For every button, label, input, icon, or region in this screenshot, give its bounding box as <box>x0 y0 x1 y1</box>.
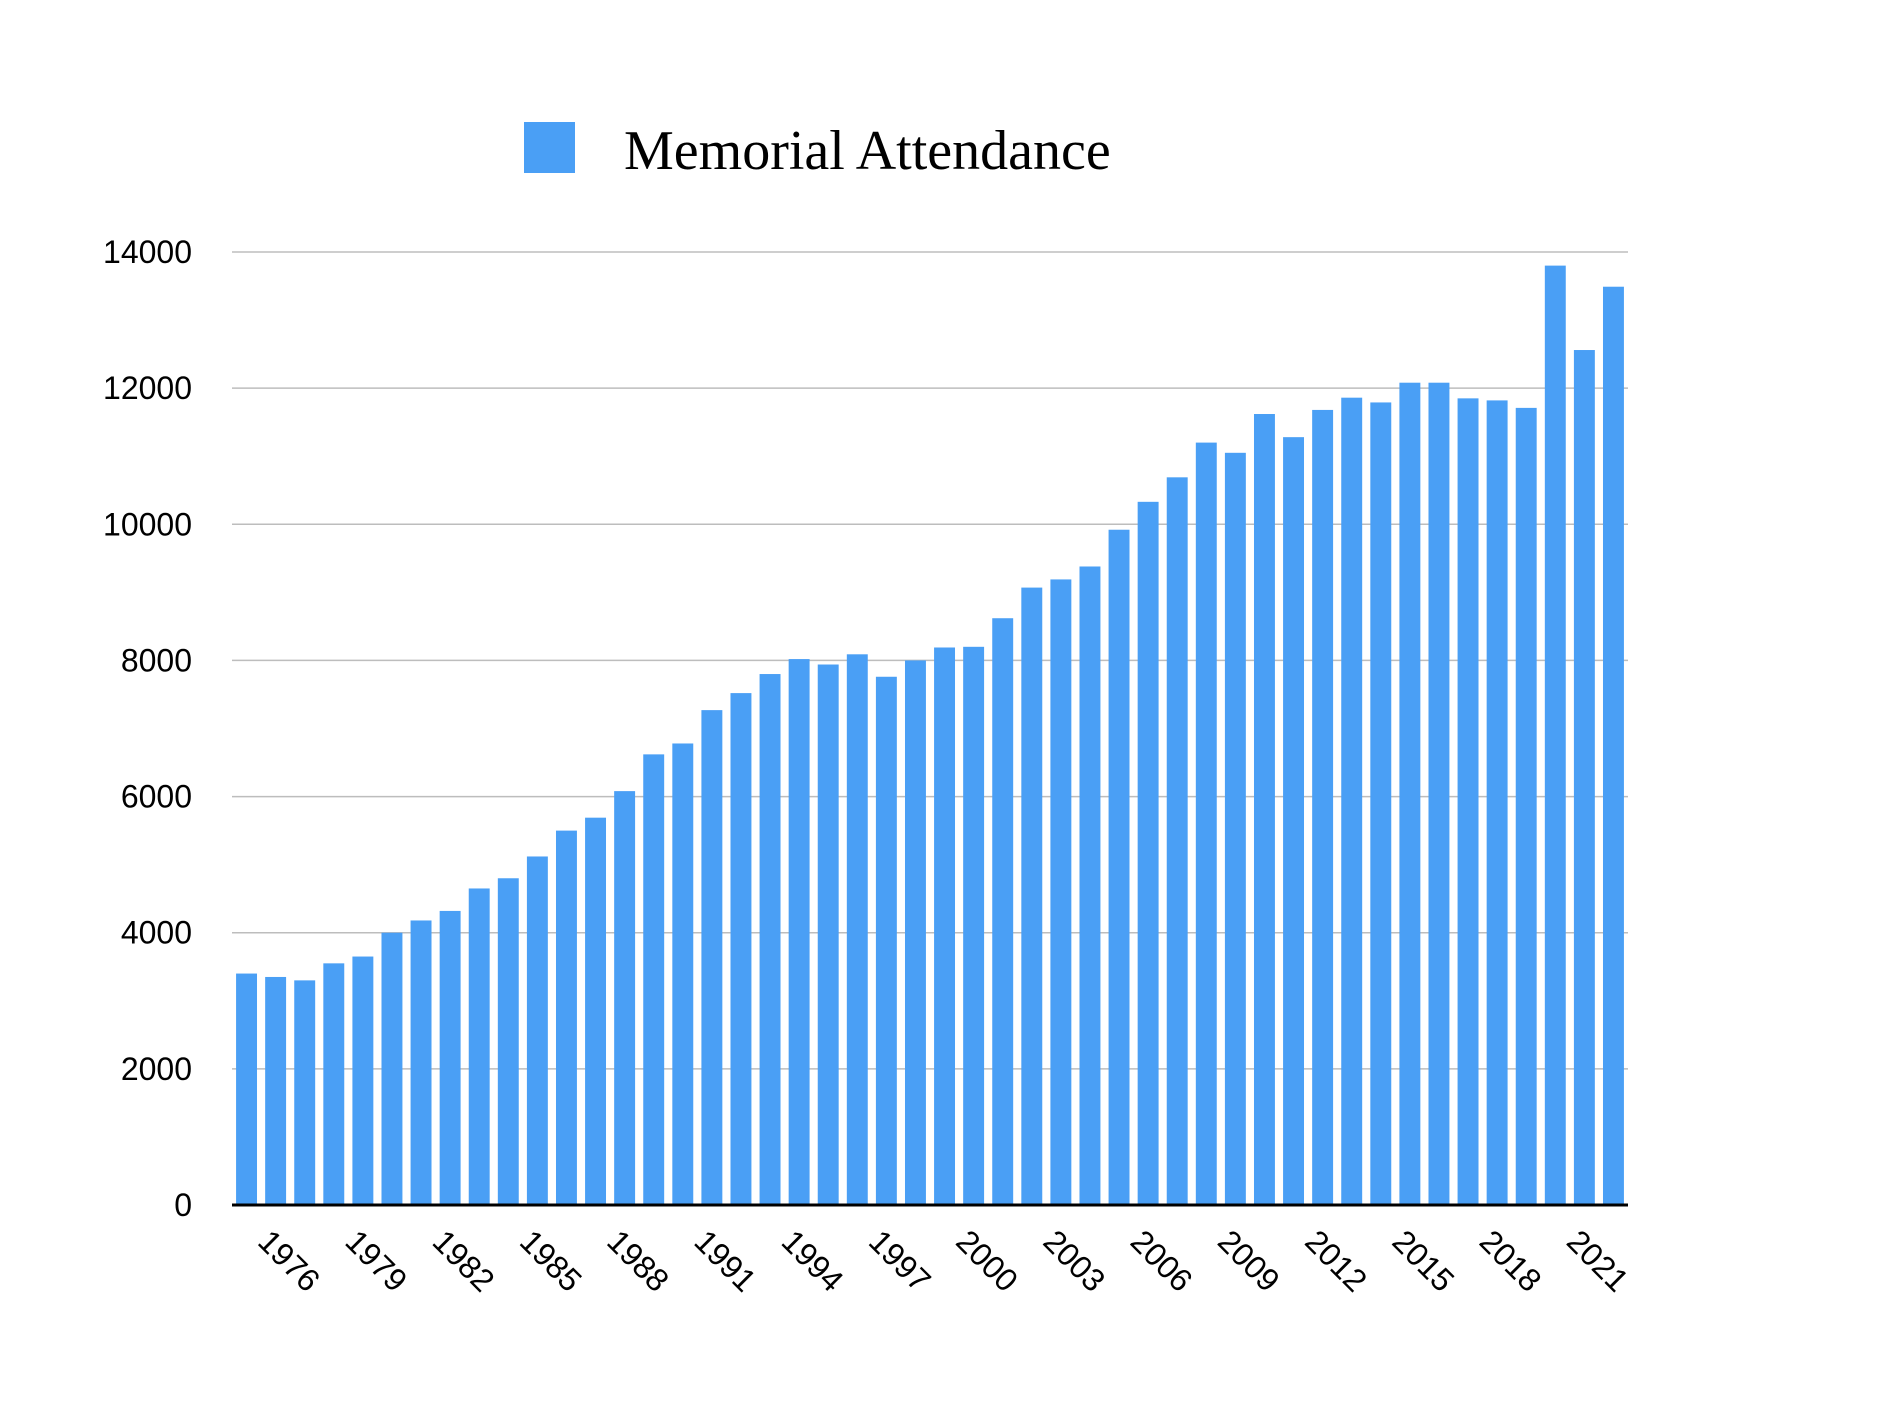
bar <box>1399 382 1421 1205</box>
bar <box>934 647 956 1205</box>
bar <box>352 956 374 1205</box>
bar <box>614 791 636 1205</box>
bar <box>875 676 897 1205</box>
x-tick-label: 1991 <box>688 1223 764 1299</box>
bar <box>526 856 548 1205</box>
bars <box>236 265 1624 1206</box>
bar <box>1021 587 1043 1205</box>
bar <box>410 920 432 1205</box>
bar <box>846 654 868 1205</box>
bar <box>1195 442 1217 1206</box>
bar <box>904 660 926 1205</box>
bar <box>585 817 607 1205</box>
bar <box>236 973 258 1205</box>
x-tick-label: 1997 <box>862 1223 938 1299</box>
y-tick-label: 10000 <box>103 506 192 542</box>
x-axis-tick-labels: 1976 1979 1982 1985 1988 1991 1994 1997 2000 2003… <box>251 1223 1636 1299</box>
bar <box>1253 414 1275 1205</box>
bar <box>701 710 723 1205</box>
bar <box>497 878 519 1205</box>
y-tick-label: 4000 <box>121 915 192 951</box>
bar <box>1079 566 1101 1205</box>
bar <box>1544 265 1566 1206</box>
y-tick-label: 2000 <box>121 1051 192 1087</box>
x-tick-label: 1976 <box>251 1223 327 1299</box>
x-tick-label: 2015 <box>1386 1223 1462 1299</box>
bar <box>730 693 752 1205</box>
bar <box>1370 402 1392 1205</box>
x-tick-label: 1985 <box>513 1223 589 1299</box>
x-tick-label: 2018 <box>1473 1223 1549 1299</box>
y-tick-label: 0 <box>174 1187 192 1223</box>
bar <box>323 963 345 1205</box>
bar <box>963 646 985 1205</box>
x-tick-label: 2003 <box>1037 1223 1113 1299</box>
x-tick-label: 2009 <box>1211 1223 1287 1299</box>
bar <box>439 910 461 1205</box>
bar <box>1573 350 1595 1206</box>
x-tick-label: 2021 <box>1560 1223 1636 1299</box>
bar <box>1224 452 1246 1206</box>
x-tick-label: 2012 <box>1298 1223 1374 1299</box>
x-tick-label: 2000 <box>949 1223 1025 1299</box>
bar <box>1486 400 1508 1205</box>
bar <box>1457 398 1479 1205</box>
bar <box>817 664 839 1205</box>
bar <box>788 659 810 1205</box>
x-tick-label: 1988 <box>600 1223 676 1299</box>
legend-label: Memorial Attendance <box>624 120 1111 182</box>
y-tick-label: 6000 <box>121 779 192 815</box>
bar <box>672 743 694 1205</box>
bar <box>1602 286 1624 1205</box>
legend-swatch <box>524 122 575 173</box>
bar <box>265 976 287 1205</box>
y-tick-label: 14000 <box>103 234 192 270</box>
bar <box>1341 397 1363 1205</box>
bar <box>1283 437 1305 1205</box>
bar <box>992 618 1014 1205</box>
bar <box>555 830 577 1205</box>
bar <box>1137 501 1159 1205</box>
bar <box>381 932 403 1205</box>
y-axis-tick-labels: 0 2000 4000 6000 8000 10000 12000 14000 <box>103 234 192 1223</box>
bar <box>1312 409 1334 1205</box>
bar <box>1515 407 1537 1206</box>
x-tick-label: 2006 <box>1124 1223 1200 1299</box>
y-tick-label: 12000 <box>103 370 192 406</box>
x-tick-label: 1994 <box>775 1223 851 1299</box>
x-tick-label: 1979 <box>339 1223 415 1299</box>
legend: Memorial Attendance <box>524 120 1111 182</box>
bar <box>294 980 316 1205</box>
x-tick-label: 1982 <box>426 1223 502 1299</box>
bar <box>759 674 781 1205</box>
bar <box>1428 382 1450 1205</box>
y-tick-label: 8000 <box>121 642 192 678</box>
bar <box>1108 529 1130 1205</box>
bar <box>1050 579 1072 1205</box>
bar <box>643 754 665 1205</box>
gridlines <box>232 251 1628 1070</box>
bar <box>468 888 490 1205</box>
bar <box>1166 477 1188 1206</box>
